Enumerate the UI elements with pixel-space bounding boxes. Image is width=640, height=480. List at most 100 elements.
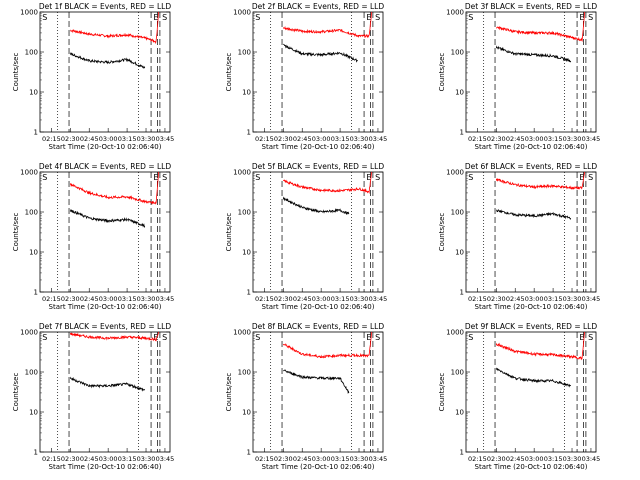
series-lld [70, 11, 159, 45]
panel-title: Det 4f BLACK = Events, RED = LLD [39, 162, 172, 171]
y-tick-label: 1 [34, 129, 38, 137]
series-events [283, 43, 359, 63]
y-tick-label: 10 [29, 249, 38, 257]
y-tick-label: 1 [247, 129, 251, 137]
y-axis-label: Counts/sec [12, 53, 20, 92]
x-tick-label: 03:15 [331, 295, 350, 303]
y-tick-label: 1 [460, 129, 464, 137]
x-tick-label: 03:45 [369, 295, 388, 303]
y-axis-label: Counts/sec [12, 373, 20, 412]
interval-marker-s: S [162, 333, 167, 342]
panel-title: Det 3f BLACK = Events, RED = LLD [465, 2, 598, 11]
x-tick-label: 03:15 [331, 135, 350, 143]
y-tick-label: 1 [247, 449, 251, 457]
panel-det-8: Det 8f BLACK = Events, RED = LLD 1 10 100 10… [225, 322, 387, 471]
interval-marker-s: S [588, 333, 593, 342]
x-tick-label: 02:15 [255, 135, 274, 143]
interval-marker-s: S [588, 173, 593, 182]
y-tick-label: 1 [460, 449, 464, 457]
panel-title: Det 2f BLACK = Events, RED = LLD [252, 2, 385, 11]
panel-det-1: Det 1f BLACK = Events, RED = LLD 1 10 100 10… [12, 2, 174, 151]
y-tick-label: 100 [451, 209, 464, 217]
panel-det-9: Det 9f BLACK = Events, RED = LLD 1 10 100 10… [438, 322, 600, 471]
plot-frame [39, 331, 171, 453]
panel-title: Det 9f BLACK = Events, RED = LLD [465, 322, 598, 331]
interval-marker-s: S [255, 13, 260, 22]
interval-marker-s: S [375, 333, 380, 342]
interval-marker-s: S [42, 333, 47, 342]
panel-det-3: Det 3f BLACK = Events, RED = LLD 1 10 100 10… [438, 2, 600, 151]
x-tick-label: 02:15 [468, 455, 487, 463]
x-tick-label: 02:30 [61, 295, 80, 303]
series-events [283, 369, 350, 395]
x-axis-label: Start Time (20-Oct-10 02:06:40) [49, 143, 162, 151]
plot-frame [465, 331, 597, 453]
y-tick-label: 10 [242, 249, 251, 257]
interval-marker-s: S [255, 333, 260, 342]
y-tick-label: 100 [238, 369, 251, 377]
x-tick-label: 02:15 [468, 295, 487, 303]
y-tick-label: 1 [460, 289, 464, 297]
x-tick-label: 02:45 [506, 295, 525, 303]
x-tick-label: 03:45 [156, 455, 175, 463]
x-axis-label: Start Time (20-Oct-10 02:06:40) [475, 143, 588, 151]
series-lld [495, 171, 585, 190]
y-tick-label: 100 [25, 369, 38, 377]
x-tick-label: 03:15 [544, 295, 563, 303]
x-tick-label: 03:15 [331, 455, 350, 463]
interval-marker-s: S [468, 13, 473, 22]
panel-title: Det 1f BLACK = Events, RED = LLD [39, 2, 172, 11]
series-lld [69, 331, 159, 342]
x-tick-label: 02:30 [61, 135, 80, 143]
x-tick-label: 03:45 [156, 135, 175, 143]
series-lld [282, 331, 372, 359]
y-tick-label: 100 [238, 49, 251, 57]
interval-marker-s: S [468, 333, 473, 342]
series-lld [282, 11, 372, 39]
x-tick-label: 03:00 [99, 455, 118, 463]
x-tick-label: 03:30 [137, 135, 156, 143]
plot-frame [465, 171, 597, 293]
y-tick-label: 10 [242, 409, 251, 417]
panel-det-6: Det 6f BLACK = Events, RED = LLD 1 10 100 10… [438, 162, 600, 311]
interval-marker-s: S [255, 173, 260, 182]
y-tick-label: 1000 [446, 169, 464, 177]
panel-det-7: Det 7f BLACK = Events, RED = LLD 1 10 100 10… [12, 322, 174, 471]
x-tick-label: 02:30 [487, 455, 506, 463]
x-tick-label: 02:15 [255, 295, 274, 303]
x-tick-label: 03:00 [99, 135, 118, 143]
x-tick-label: 03:45 [156, 295, 175, 303]
series-lld [495, 331, 585, 361]
interval-marker-s: S [42, 13, 47, 22]
y-tick-label: 100 [451, 369, 464, 377]
x-tick-label: 02:15 [255, 455, 274, 463]
interval-marker-e: E [153, 173, 158, 182]
x-tick-label: 02:30 [274, 455, 293, 463]
y-tick-label: 1000 [233, 9, 251, 17]
x-tick-label: 03:00 [99, 295, 118, 303]
y-tick-label: 1000 [20, 329, 38, 337]
y-tick-label: 10 [455, 249, 464, 257]
x-tick-label: 02:45 [506, 455, 525, 463]
x-tick-label: 03:30 [350, 455, 369, 463]
x-tick-label: 02:45 [80, 135, 99, 143]
panel-title: Det 8f BLACK = Events, RED = LLD [252, 322, 385, 331]
series-lld [69, 171, 159, 205]
x-tick-label: 03:45 [582, 295, 601, 303]
x-tick-label: 03:00 [525, 455, 544, 463]
x-tick-label: 03:30 [563, 295, 582, 303]
y-tick-label: 100 [25, 209, 38, 217]
x-tick-label: 02:30 [487, 295, 506, 303]
panel-det-4: Det 4f BLACK = Events, RED = LLD 1 10 100 10… [12, 162, 174, 311]
plot-frame [465, 11, 597, 133]
series-lld [496, 11, 585, 42]
x-tick-label: 03:15 [118, 295, 137, 303]
interval-marker-e: E [153, 333, 158, 342]
interval-marker-e: E [153, 13, 158, 22]
x-axis-label: Start Time (20-Oct-10 02:06:40) [49, 463, 162, 471]
x-tick-label: 03:45 [369, 455, 388, 463]
x-tick-label: 02:30 [487, 135, 506, 143]
series-events [282, 196, 350, 216]
x-axis-label: Start Time (20-Oct-10 02:06:40) [262, 463, 375, 471]
x-axis-label: Start Time (20-Oct-10 02:06:40) [475, 303, 588, 311]
